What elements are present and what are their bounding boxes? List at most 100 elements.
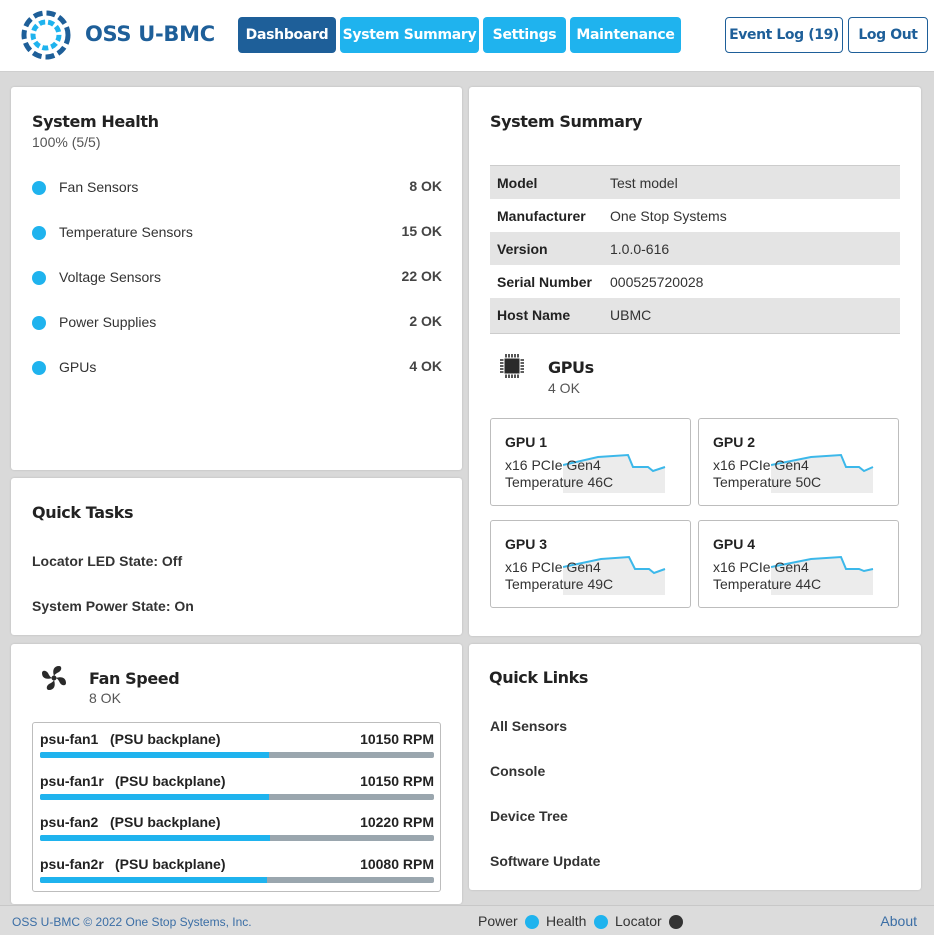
summary-row: Manufacturer One Stop Systems [490,199,900,232]
locator-led-state[interactable]: Locator LED State: Off [32,553,183,569]
health-summary: 100% (5/5) [32,134,101,150]
gpus-status: 4 OK [548,380,580,396]
about-link[interactable]: About [880,913,917,929]
fan-speed-status: 8 OK [89,690,121,706]
fan-location: (PSU backplane) [115,856,226,872]
locator-status-label: Locator [615,913,662,929]
gpu-link: x16 PCIe Gen4 [713,559,809,575]
gpu-name: GPU 1 [505,434,548,450]
fan-speed-fill [40,794,269,800]
quick-tasks-title: Quick Tasks [32,503,134,522]
gpu-card[interactable]: GPU 1 x16 PCIe Gen4 Temperature 46C [490,418,691,506]
copyright-text: OSS U-BMC © 2022 One Stop Systems, Inc. [12,915,252,929]
gpu-card[interactable]: GPU 4 x16 PCIe Gen4 Temperature 44C [698,520,899,608]
gpu-temp-sparkline [563,453,666,493]
status-dot [32,181,46,195]
health-label: Temperature Sensors [59,224,193,240]
fan-rpm: 10150 RPM [360,731,434,747]
summary-key: Host Name [497,307,571,323]
gpu-temperature: Temperature 50C [713,474,822,490]
summary-value: UBMC [610,307,652,323]
gpus-title: GPUs [548,358,594,377]
fan-speed-bar [40,877,434,883]
status-footer: OSS U-BMC © 2022 One Stop Systems, Inc. … [0,905,934,935]
fan-location: (PSU backplane) [110,731,221,747]
nav-maintenance[interactable]: Maintenance [570,17,681,53]
brand-title: OSS U-BMC [85,22,215,46]
health-value: 22 OK [401,268,442,284]
summary-value: One Stop Systems [610,208,727,224]
fan-speed-fill [40,752,269,758]
summary-value: 1.0.0-616 [610,241,670,257]
summary-value: 000525720028 [610,274,704,290]
fan-row: psu-fan2 (PSU backplane) 10220 RPM [40,814,434,850]
health-value: 15 OK [401,223,442,239]
gpu-link: x16 PCIe Gen4 [713,457,809,473]
gpu-link: x16 PCIe Gen4 [505,559,601,575]
link-software-update[interactable]: Software Update [490,853,601,869]
health-title: System Health [32,112,159,131]
summary-title: System Summary [490,112,642,131]
fan-speed-title: Fan Speed [89,669,180,688]
gpu-temp-sparkline [771,555,874,595]
gpu-card[interactable]: GPU 3 x16 PCIe Gen4 Temperature 49C [490,520,691,608]
quick-links-card: Quick Links All Sensors Console Device T… [469,644,921,890]
fan-location: (PSU backplane) [115,773,226,789]
fan-row: psu-fan1r (PSU backplane) 10150 RPM [40,773,434,809]
health-status-label: Health [546,913,587,929]
top-header: OSS U-BMC Dashboard System Summary Setti… [0,0,934,72]
link-all-sensors[interactable]: All Sensors [490,718,568,734]
system-summary-card: System Summary Model Test model Manufact… [469,87,921,636]
fan-rpm: 10220 RPM [360,814,434,830]
health-item-temperature-sensors[interactable]: Temperature Sensors 15 OK [32,222,442,242]
health-label: Fan Sensors [59,179,139,195]
health-item-power-supplies[interactable]: Power Supplies 2 OK [32,312,442,332]
fan-row: psu-fan2r (PSU backplane) 10080 RPM [40,856,434,892]
health-value: 2 OK [409,313,442,329]
health-label: Voltage Sensors [59,269,161,285]
summary-row: Version 1.0.0-616 [490,232,900,265]
logout-button[interactable]: Log Out [848,17,928,53]
gpu-temperature: Temperature 44C [713,576,822,592]
health-item-gpus[interactable]: GPUs 4 OK [32,357,442,377]
fan-name: psu-fan2 [40,814,99,830]
gpu-chip-icon [500,354,524,378]
fan-speed-fill [40,877,267,883]
status-dot [32,271,46,285]
gpu-temp-sparkline [563,555,666,595]
gpu-temp-sparkline [771,453,874,493]
health-item-voltage-sensors[interactable]: Voltage Sensors 22 OK [32,267,442,287]
link-console[interactable]: Console [490,763,546,779]
fan-rpm: 10150 RPM [360,773,434,789]
event-log-button[interactable]: Event Log (19) [725,17,843,53]
summary-value: Test model [610,175,678,191]
gpu-card[interactable]: GPU 2 x16 PCIe Gen4 Temperature 50C [698,418,899,506]
system-power-state[interactable]: System Power State: On [32,598,194,614]
gpu-name: GPU 4 [713,536,756,552]
link-device-tree[interactable]: Device Tree [490,808,568,824]
gpu-temperature: Temperature 46C [505,474,614,490]
fan-name: psu-fan2r [40,856,104,872]
gpu-temperature: Temperature 49C [505,576,614,592]
health-item-fan-sensors[interactable]: Fan Sensors 8 OK [32,177,442,197]
fan-speed-bar [40,794,434,800]
health-label: GPUs [59,359,97,375]
nav-settings[interactable]: Settings [483,17,566,53]
fan-name: psu-fan1 [40,731,99,747]
nav-dashboard[interactable]: Dashboard [238,17,336,53]
fan-rpm: 10080 RPM [360,856,434,872]
quick-links-title: Quick Links [489,668,589,687]
health-label: Power Supplies [59,314,157,330]
gpu-name: GPU 2 [713,434,756,450]
summary-key: Serial Number [497,274,592,290]
summary-key: Manufacturer [497,208,586,224]
fan-speed-bar [40,752,434,758]
nav-system-summary[interactable]: System Summary [340,17,479,53]
summary-row: Host Name UBMC [490,298,900,333]
status-dot [32,361,46,375]
summary-table: Model Test model Manufacturer One Stop S… [490,165,900,334]
fan-row: psu-fan1 (PSU backplane) 10150 RPM [40,731,434,767]
fan-speed-fill [40,835,271,841]
power-status-label: Power [478,913,518,929]
status-dot [32,226,46,240]
